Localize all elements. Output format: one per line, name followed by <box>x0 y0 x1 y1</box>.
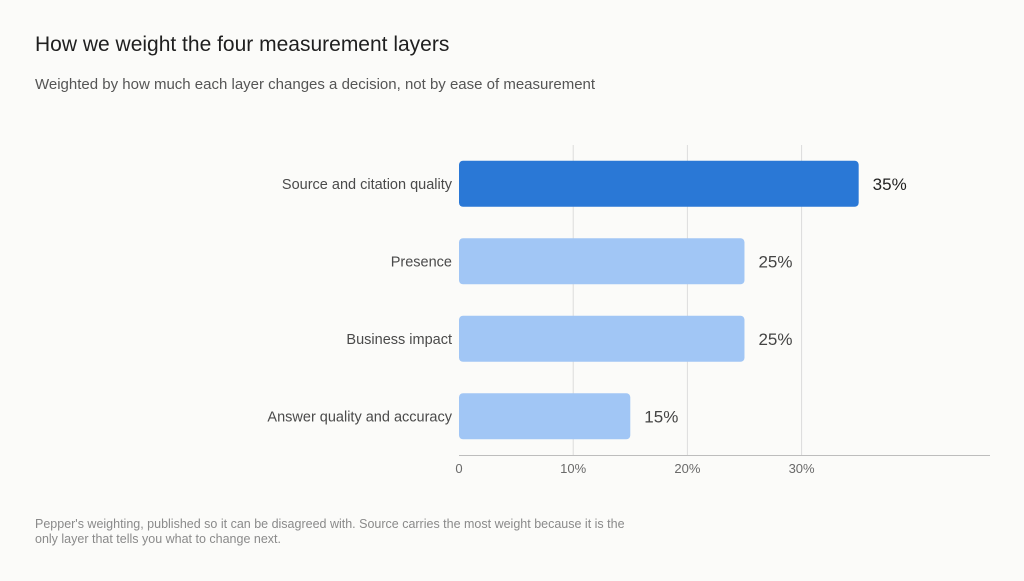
bar <box>459 160 859 207</box>
chart-footnote: Pepper's weighting, published so it can … <box>35 517 625 546</box>
x-tick-label: 10% <box>560 461 586 476</box>
data-label: 25% <box>758 330 792 349</box>
chart-title: How we weight the four measurement layer… <box>35 33 450 56</box>
bar <box>459 393 631 440</box>
bar <box>459 238 745 285</box>
chart-subtitle: Weighted by how much each layer changes … <box>35 76 596 93</box>
x-tick-label: 20% <box>674 461 700 476</box>
data-label: 15% <box>644 407 678 426</box>
category-label: Presence <box>391 254 452 270</box>
data-label: 25% <box>758 252 792 271</box>
category-label: Answer quality and accuracy <box>267 409 452 425</box>
x-tick-label: 30% <box>789 461 815 476</box>
x-tick-label: 0 <box>455 461 462 476</box>
category-label: Business impact <box>346 332 452 348</box>
bar <box>459 315 745 362</box>
data-label: 35% <box>873 175 907 194</box>
category-label: Source and citation quality <box>282 177 453 193</box>
